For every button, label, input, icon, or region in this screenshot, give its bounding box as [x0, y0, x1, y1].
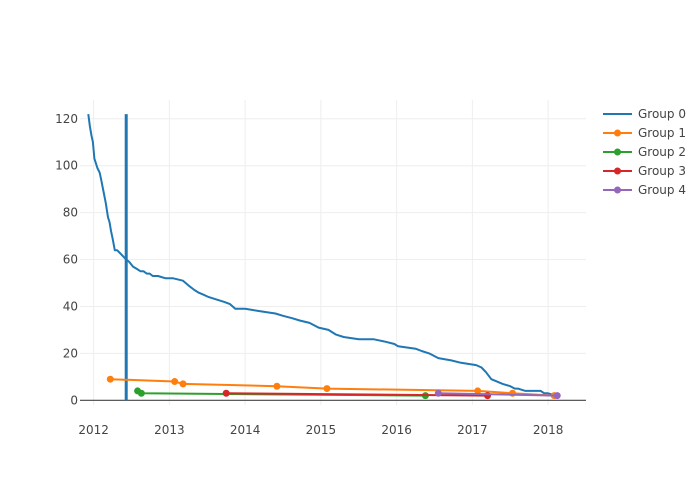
y-tick-label: 0 [70, 393, 78, 407]
data-point [106, 375, 114, 383]
series-4 [434, 389, 561, 400]
series-line [226, 392, 488, 397]
data-point [222, 389, 230, 397]
data-point [171, 378, 179, 386]
gridlines [80, 100, 586, 405]
series-line [438, 392, 558, 397]
legend-marker-swatch [614, 129, 621, 137]
y-tick-label: 20 [63, 346, 78, 360]
legend-marker-swatch [614, 167, 621, 175]
legend-item-group-2[interactable]: Group 2 [603, 145, 686, 159]
legend-label: Group 3 [638, 164, 686, 178]
legend-label: Group 0 [638, 107, 686, 121]
x-tick-label: 2017 [457, 423, 488, 437]
legend-item-group-4[interactable]: Group 4 [603, 183, 686, 197]
series-line [87, 113, 556, 397]
series-plot-area [87, 113, 561, 401]
y-tick-label: 80 [63, 206, 78, 220]
legend-marker-swatch [614, 186, 621, 194]
x-tick-label: 2014 [230, 423, 261, 437]
y-tick-label: 120 [55, 112, 78, 126]
x-tick-label: 2018 [533, 423, 564, 437]
data-point [553, 392, 561, 400]
x-tick-label: 2012 [78, 423, 109, 437]
legend-item-group-0[interactable]: Group 0 [603, 107, 686, 121]
y-tick-label: 40 [63, 299, 78, 313]
y-tick-label: 100 [55, 159, 78, 173]
series-0 [87, 113, 556, 397]
legend-label: Group 2 [638, 145, 686, 159]
x-tick-label: 2013 [154, 423, 185, 437]
data-point [484, 392, 492, 400]
data-point [323, 385, 331, 393]
x-tick-label: 2015 [306, 423, 337, 437]
legend-item-group-1[interactable]: Group 1 [603, 126, 686, 140]
data-point [474, 387, 482, 395]
legend-item-group-3[interactable]: Group 3 [603, 164, 686, 178]
legend-label: Group 4 [638, 183, 686, 197]
y-tick-label: 60 [63, 253, 78, 267]
data-point [434, 389, 442, 397]
legend-label: Group 1 [638, 126, 686, 140]
legend: Group 0 Group 1 Group 2 Group 3 Group 4 [603, 107, 686, 197]
x-tick-label: 2016 [381, 423, 412, 437]
data-point [179, 380, 187, 388]
data-point [273, 382, 281, 390]
axes: 2012 2013 2014 2015 2016 2017 2018 0 20 40 60 80 100… [55, 112, 586, 437]
legend-marker-swatch [614, 148, 621, 156]
data-point [137, 389, 145, 397]
